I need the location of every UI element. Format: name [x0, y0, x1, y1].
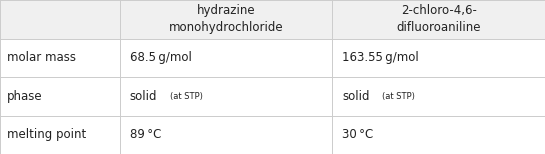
Text: 89 °C: 89 °C — [130, 128, 161, 141]
Text: solid: solid — [130, 90, 157, 103]
Bar — [120, 116, 332, 154]
Bar — [332, 0, 545, 38]
Bar — [120, 77, 332, 116]
Text: 30 °C: 30 °C — [342, 128, 373, 141]
Bar — [120, 0, 332, 38]
Bar — [0, 38, 120, 77]
Text: melting point: melting point — [7, 128, 86, 141]
Bar — [332, 38, 545, 77]
Text: phase: phase — [7, 90, 42, 103]
Bar — [0, 0, 120, 38]
Bar — [120, 38, 332, 77]
Bar — [0, 116, 120, 154]
Bar — [332, 116, 545, 154]
Text: (at STP): (at STP) — [169, 92, 202, 101]
Text: hydrazine
monohydrochloride: hydrazine monohydrochloride — [169, 4, 283, 34]
Text: molar mass: molar mass — [7, 51, 76, 64]
Text: 68.5 g/mol: 68.5 g/mol — [130, 51, 192, 64]
Text: (at STP): (at STP) — [382, 92, 415, 101]
Text: 163.55 g/mol: 163.55 g/mol — [342, 51, 419, 64]
Text: 2-chloro-4,6-
difluoroaniline: 2-chloro-4,6- difluoroaniline — [396, 4, 481, 34]
Text: solid: solid — [342, 90, 370, 103]
Bar — [332, 77, 545, 116]
Bar — [0, 77, 120, 116]
